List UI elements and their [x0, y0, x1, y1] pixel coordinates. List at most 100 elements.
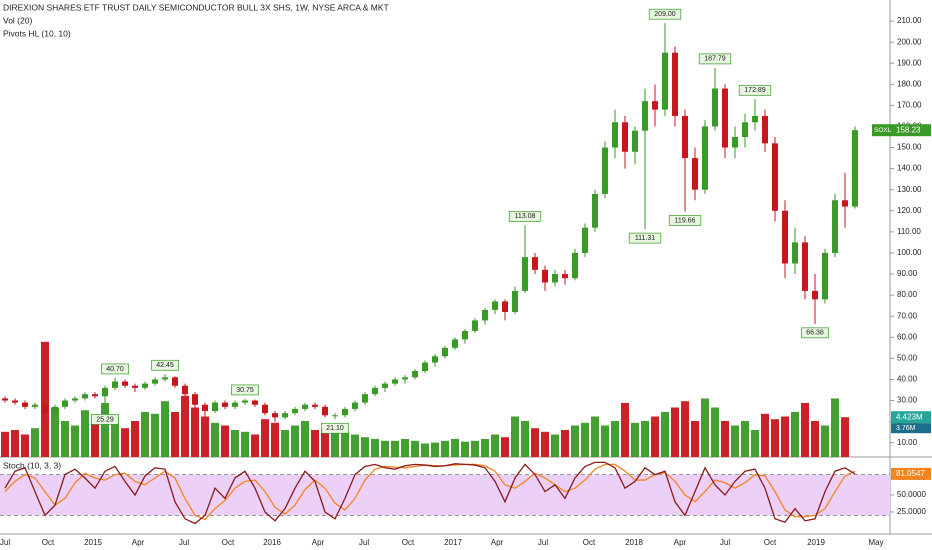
volume-bar [231, 430, 239, 457]
volume-bar [831, 398, 839, 457]
volume-bar [21, 434, 29, 457]
candle-body [842, 200, 848, 207]
candle-body [102, 387, 108, 397]
pivot-label: 187.79 [704, 56, 726, 63]
volume-bar [341, 431, 349, 457]
candle-body [412, 370, 418, 378]
y-tick-label: 170.00 [897, 101, 922, 110]
x-tick-label: Apr [132, 538, 145, 547]
candle-body [142, 383, 148, 388]
candle-body [622, 122, 628, 152]
candle-body [442, 347, 448, 357]
candle-body [602, 147, 608, 194]
volume-tag-label: 4.423M [896, 412, 923, 421]
candle-body [292, 408, 298, 414]
volume-bar [601, 425, 609, 457]
volume-bar [721, 421, 729, 457]
x-tick-label: May [868, 538, 883, 547]
price-tag-label: 158.23 [896, 125, 921, 134]
candle-body [222, 402, 228, 407]
candle-body [772, 143, 778, 211]
x-tick-label: Jul [538, 538, 548, 547]
candle-body [572, 252, 578, 279]
candle-body [182, 385, 188, 395]
volume-bar [241, 431, 249, 457]
candle-body [392, 379, 398, 384]
candle-body [762, 115, 768, 144]
volume-bar [211, 422, 219, 457]
volume-bar [621, 403, 629, 457]
candle-body [582, 227, 588, 253]
volume-bar [811, 421, 819, 457]
pivot-box [151, 359, 179, 371]
candle-body [212, 402, 218, 412]
volume-bar [331, 425, 339, 457]
x-tick-label: Oct [764, 538, 777, 547]
volume-bar [281, 430, 289, 457]
candle-body [542, 269, 548, 283]
volume-bar [161, 401, 169, 457]
candle-body [422, 362, 428, 371]
volume-bar [631, 422, 639, 457]
y-tick-label: 180.00 [897, 79, 922, 88]
stoch-tick-label: 25.0000 [897, 507, 926, 516]
symbol-tag [872, 124, 891, 137]
pivot-box [668, 215, 702, 226]
volume-bar [391, 440, 399, 457]
candle-body [682, 115, 688, 159]
volume-bar [411, 440, 419, 457]
x-tick-label: 2015 [84, 538, 102, 547]
stoch-band [0, 474, 890, 516]
pivot-label: 66.38 [806, 330, 824, 337]
x-tick-label: Jul [720, 538, 730, 547]
volume-bar [801, 403, 809, 457]
volume-bar [11, 430, 19, 457]
volume-bar [151, 413, 159, 457]
pivot-title: Pivots HL (10, 10) [3, 28, 71, 38]
candle-body [532, 257, 538, 270]
pivot-box [698, 53, 732, 65]
candle-body [232, 402, 238, 407]
candle-body [712, 88, 718, 127]
x-tick-label: Oct [42, 538, 55, 547]
y-tick-label: 30.00 [897, 396, 918, 405]
candle-body [2, 398, 8, 401]
candle-body [492, 301, 498, 310]
volume-tag [891, 411, 931, 424]
candle-body [722, 88, 728, 148]
volume-bar [1, 431, 9, 457]
candle-body [22, 402, 28, 407]
x-tick-label: Jul [179, 538, 189, 547]
pivot-box [508, 211, 542, 222]
volume-bar [121, 428, 129, 457]
candle-body [702, 126, 708, 190]
volume-bar [301, 421, 309, 457]
volume-bar [251, 434, 259, 457]
stoch-tag [891, 467, 931, 480]
candle-body [402, 377, 408, 380]
candle-body [382, 383, 388, 388]
volume-bar [61, 421, 69, 457]
volume-bar [441, 440, 449, 457]
pivot-label: 42.45 [156, 362, 174, 369]
candle-body [832, 200, 838, 253]
candle-body [812, 290, 818, 300]
volume-bar [531, 428, 539, 457]
x-tick-label: Oct [583, 538, 596, 547]
volume-bar [481, 439, 489, 457]
volume-bar [291, 425, 299, 457]
volume-bar [641, 421, 649, 457]
volume-bar [101, 403, 109, 457]
candle-body [362, 394, 368, 403]
stoch-k-line [4, 461, 856, 525]
candle-body [342, 408, 348, 416]
candle-body [742, 122, 748, 138]
volume-bar [261, 419, 269, 457]
candle-body [352, 402, 358, 409]
y-tick-label: 190.00 [897, 58, 922, 67]
volume-bar [701, 398, 709, 457]
volume-bar [501, 437, 509, 457]
x-tick-label: Apr [674, 538, 687, 547]
candle-body [852, 130, 858, 207]
candle-body [372, 387, 378, 395]
